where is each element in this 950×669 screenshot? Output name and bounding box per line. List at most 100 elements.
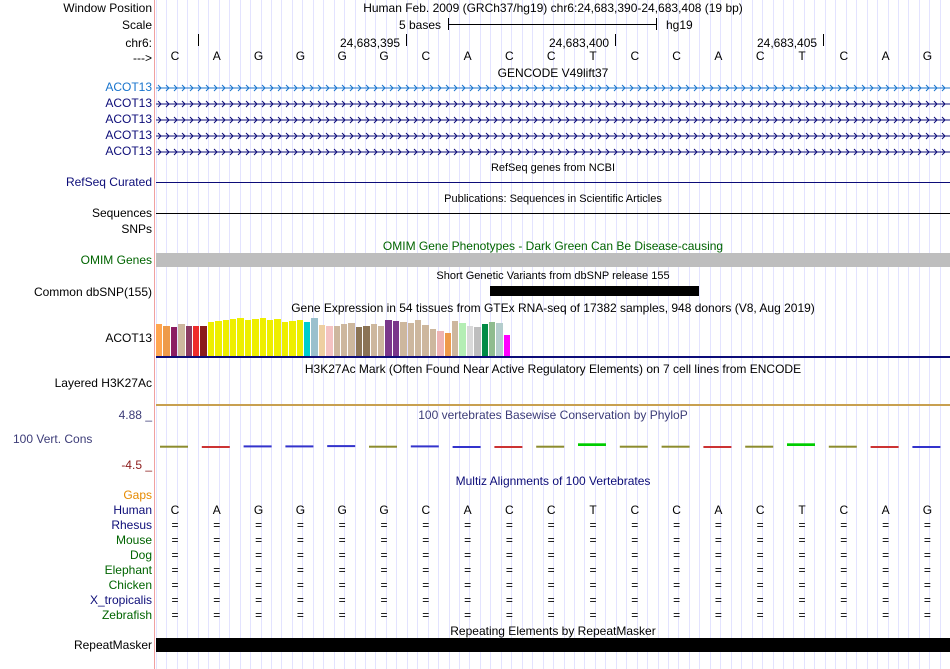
human-label[interactable]: Human [113, 503, 152, 517]
sequences-label[interactable]: Sequences [91, 206, 152, 220]
gtex-tissue-bar[interactable] [193, 326, 200, 356]
omim-label[interactable]: OMIM Genes [80, 253, 152, 267]
refseq-label[interactable]: RefSeq Curated [65, 175, 152, 189]
gtex-tissue-bar[interactable] [333, 326, 340, 356]
gtex-label[interactable]: ACOT13 [105, 331, 152, 345]
repeatmasker-label[interactable]: RepeatMasker [73, 638, 152, 652]
species-label[interactable]: Mouse [115, 533, 152, 547]
gencode-transcript[interactable] [156, 131, 950, 141]
gtex-tissue-bar[interactable] [318, 325, 326, 356]
gtex-tissue-bar[interactable] [341, 324, 348, 356]
species-label[interactable]: Elephant [104, 563, 152, 577]
gtex-tissue-bar[interactable] [348, 323, 355, 356]
repeatmasker-feature[interactable] [156, 638, 950, 652]
gtex-tissue-bar[interactable] [230, 319, 237, 356]
gtex-tissue-bar[interactable] [363, 326, 370, 356]
gtex-tissue-bar[interactable] [215, 321, 222, 356]
gtex-tissue-bar[interactable] [407, 323, 414, 356]
gtex-tissue-bar[interactable] [481, 324, 488, 356]
gtex-tissue-bar[interactable] [503, 335, 511, 356]
gtex-tissue-bar[interactable] [437, 331, 444, 356]
gtex-tissue-bar[interactable] [259, 318, 266, 356]
gtex-tissue-bar[interactable] [355, 327, 363, 356]
strand-arrow [461, 100, 466, 108]
species-label[interactable]: Rhesus [111, 518, 152, 532]
strand-arrow [645, 132, 650, 140]
strand-arrow [245, 116, 250, 124]
species-label[interactable]: Dog [129, 548, 152, 562]
match-symbol: = [380, 593, 388, 607]
gtex-tissue-bar[interactable] [422, 325, 429, 356]
strand-arrow [237, 84, 242, 92]
gtex-tissue-bar[interactable] [222, 320, 229, 356]
gtex-tissue-bar[interactable] [178, 324, 185, 356]
gencode-gene-label[interactable]: ACOT13 [105, 112, 152, 126]
refseq-line[interactable] [156, 182, 950, 183]
gtex-tissue-bar[interactable] [163, 326, 170, 356]
strand-arrow [653, 148, 658, 156]
gencode-transcript[interactable] [156, 99, 950, 109]
gtex-tissue-bar[interactable] [296, 320, 303, 356]
strand-arrow [173, 148, 178, 156]
gtex-tissue-bar[interactable] [207, 322, 215, 356]
gtex-tissue-bar[interactable] [392, 321, 400, 356]
gtex-tissue-bar[interactable] [311, 318, 318, 356]
strand-arrow [373, 116, 378, 124]
h3k27ac-label[interactable]: Layered H3K27Ac [54, 376, 152, 390]
strand-arrow [333, 116, 338, 124]
gencode-gene-label[interactable]: ACOT13 [105, 128, 152, 142]
gencode-transcript[interactable] [156, 147, 950, 157]
phylop-signal[interactable] [154, 440, 950, 452]
species-label[interactable]: Zebrafish [101, 608, 152, 622]
gtex-tissue-bar[interactable] [185, 326, 192, 356]
omim-feature[interactable] [156, 253, 950, 267]
gencode-gene-label[interactable]: ACOT13 [105, 80, 152, 94]
gencode-transcript[interactable] [156, 83, 950, 93]
gtex-tissue-bar[interactable] [289, 321, 296, 356]
gtex-tissue-bar[interactable] [170, 327, 178, 356]
gtex-tissue-bar[interactable] [400, 322, 407, 356]
dbsnp-label[interactable]: Common dbSNP(155) [33, 285, 152, 299]
gtex-tissue-bar[interactable] [244, 320, 252, 356]
gtex-tissue-bar[interactable] [370, 324, 377, 356]
strand-arrow [429, 116, 434, 124]
species-label[interactable]: Chicken [108, 578, 152, 592]
gtex-tissue-bar[interactable] [415, 320, 422, 356]
gtex-tissue-bar[interactable] [156, 324, 163, 356]
gtex-bar-chart[interactable] [156, 316, 536, 356]
gtex-tissue-bar[interactable] [385, 320, 392, 356]
gencode-gene-label[interactable]: ACOT13 [105, 144, 152, 158]
gtex-tissue-bar[interactable] [429, 329, 437, 356]
gtex-tissue-bar[interactable] [474, 327, 481, 356]
strand-arrow [901, 148, 906, 156]
strand-arrow [621, 116, 626, 124]
gtex-tissue-bar[interactable] [496, 323, 503, 356]
gencode-transcript[interactable] [156, 115, 950, 125]
gtex-tissue-bar[interactable] [459, 323, 466, 356]
gtex-tissue-bar[interactable] [267, 320, 274, 356]
phylop-label[interactable]: 100 Vert. Cons [13, 432, 93, 446]
gtex-tissue-bar[interactable] [452, 321, 459, 356]
gtex-tissue-bar[interactable] [200, 326, 207, 356]
gtex-tissue-bar[interactable] [274, 319, 281, 356]
gtex-tissue-bar[interactable] [252, 319, 259, 356]
gtex-tissue-bar[interactable] [444, 333, 451, 356]
sequences-line[interactable] [156, 213, 950, 214]
strand-arrow [333, 100, 338, 108]
gtex-tissue-bar[interactable] [378, 326, 385, 356]
dbsnp-feature[interactable] [490, 286, 699, 296]
phylop-score-mark [494, 446, 523, 448]
gtex-tissue-bar[interactable] [489, 322, 496, 356]
snps-label[interactable]: SNPs [121, 222, 152, 236]
match-symbol: = [380, 608, 388, 622]
gtex-tissue-bar[interactable] [326, 326, 333, 356]
gencode-gene-label[interactable]: ACOT13 [105, 96, 152, 110]
gtex-tissue-bar[interactable] [304, 322, 311, 356]
match-symbol: = [464, 593, 472, 607]
gtex-tissue-bar[interactable] [281, 322, 289, 356]
gtex-tissue-bar[interactable] [466, 326, 474, 356]
gtex-tissue-bar[interactable] [237, 318, 244, 356]
species-label[interactable]: X_tropicalis [89, 593, 152, 607]
h3k27ac-signal[interactable] [156, 404, 950, 406]
strand-arrow [533, 84, 538, 92]
